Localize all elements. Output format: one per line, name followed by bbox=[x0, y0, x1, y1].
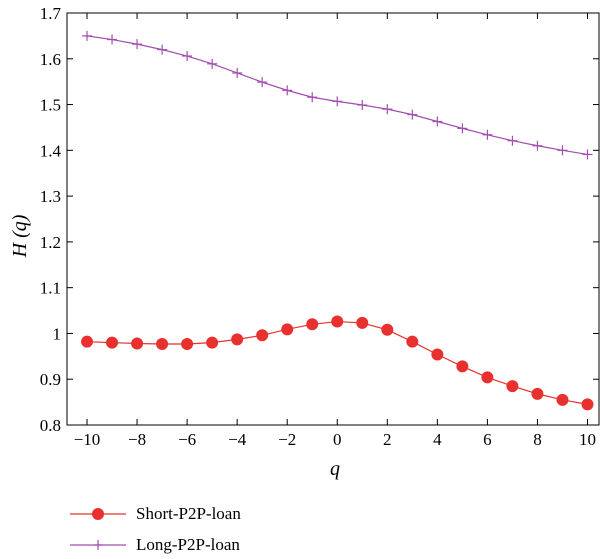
data-point bbox=[431, 348, 444, 361]
y-tick-label: 0.8 bbox=[40, 416, 61, 435]
x-tick-label: 4 bbox=[433, 430, 442, 449]
legend-item: Long-P2P-loan bbox=[70, 535, 240, 554]
data-point bbox=[81, 335, 94, 348]
data-point bbox=[356, 316, 369, 329]
y-tick-label: 1.5 bbox=[40, 96, 61, 115]
y-tick-label: 1.1 bbox=[40, 279, 61, 298]
x-tick-label: −6 bbox=[178, 430, 196, 449]
plot-frame bbox=[66, 12, 600, 426]
data-point bbox=[582, 149, 593, 160]
y-tick-label: 1.6 bbox=[40, 50, 61, 69]
data-point bbox=[406, 335, 419, 348]
data-point bbox=[206, 336, 219, 349]
data-point bbox=[232, 67, 243, 78]
data-point bbox=[381, 323, 394, 336]
data-point bbox=[157, 44, 168, 55]
data-point bbox=[156, 337, 169, 350]
data-point bbox=[382, 104, 393, 115]
data-point bbox=[131, 337, 144, 350]
data-point bbox=[481, 371, 494, 384]
data-point bbox=[332, 96, 343, 107]
y-tick-label: 0.9 bbox=[40, 370, 61, 389]
data-point bbox=[556, 393, 569, 406]
data-point bbox=[181, 337, 194, 350]
x-axis-label: q bbox=[330, 458, 340, 480]
x-tick-label: 2 bbox=[383, 430, 392, 449]
data-point bbox=[507, 135, 518, 146]
legend-marker bbox=[92, 508, 104, 520]
y-tick-label: 1 bbox=[53, 324, 62, 343]
legend-label: Short-P2P-loan bbox=[136, 504, 241, 523]
data-point bbox=[231, 333, 244, 346]
data-point bbox=[456, 360, 469, 373]
data-point bbox=[256, 329, 269, 342]
y-axis-label: H (q) bbox=[9, 214, 31, 258]
legend-item: Short-P2P-loan bbox=[70, 504, 241, 523]
series-0 bbox=[81, 315, 594, 411]
data-point bbox=[532, 140, 543, 151]
data-point bbox=[281, 323, 294, 336]
data-point bbox=[457, 123, 468, 134]
data-point bbox=[531, 387, 544, 400]
data-point bbox=[506, 380, 519, 393]
x-tick-label: 10 bbox=[579, 430, 596, 449]
y-tick-label: 1.7 bbox=[40, 4, 62, 23]
x-tick-label: −2 bbox=[278, 430, 296, 449]
x-tick-label: −10 bbox=[74, 430, 101, 449]
data-point bbox=[207, 58, 218, 69]
data-point bbox=[432, 116, 443, 127]
data-point bbox=[307, 92, 318, 103]
x-tick-label: 0 bbox=[333, 430, 342, 449]
data-point bbox=[581, 398, 594, 411]
data-point bbox=[357, 100, 368, 111]
data-point bbox=[106, 336, 119, 349]
data-point bbox=[82, 30, 93, 41]
data-point bbox=[306, 318, 319, 331]
data-point bbox=[331, 315, 344, 328]
y-tick-label: 1.2 bbox=[40, 233, 61, 252]
data-point bbox=[407, 109, 418, 120]
data-point bbox=[182, 51, 193, 62]
data-point bbox=[557, 145, 568, 156]
data-point bbox=[107, 34, 118, 45]
data-point bbox=[132, 39, 143, 50]
y-tick-label: 1.3 bbox=[40, 187, 61, 206]
x-tick-label: −4 bbox=[228, 430, 247, 449]
legend-label: Long-P2P-loan bbox=[136, 535, 240, 554]
x-tick-label: 6 bbox=[483, 430, 492, 449]
legend-marker bbox=[93, 540, 103, 550]
x-tick-label: 8 bbox=[533, 430, 542, 449]
y-tick-label: 1.4 bbox=[40, 141, 62, 160]
x-tick-label: −8 bbox=[128, 430, 146, 449]
data-point bbox=[257, 77, 268, 88]
series-1 bbox=[82, 30, 593, 160]
data-point bbox=[282, 85, 293, 96]
data-point bbox=[482, 129, 493, 140]
